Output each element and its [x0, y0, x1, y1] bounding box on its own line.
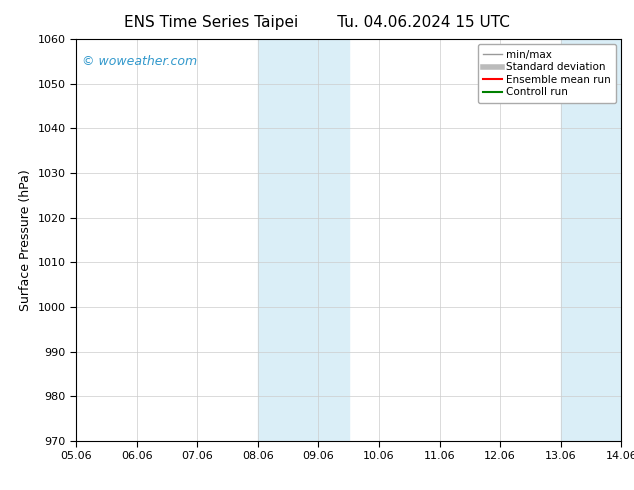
Y-axis label: Surface Pressure (hPa): Surface Pressure (hPa)	[19, 169, 32, 311]
Legend: min/max, Standard deviation, Ensemble mean run, Controll run: min/max, Standard deviation, Ensemble me…	[478, 45, 616, 102]
Bar	[591, 39, 621, 441]
Bar	[560, 39, 591, 441]
Bar	[288, 39, 349, 441]
Text: ENS Time Series Taipei        Tu. 04.06.2024 15 UTC: ENS Time Series Taipei Tu. 04.06.2024 15…	[124, 15, 510, 30]
Bar	[258, 39, 288, 441]
Text: © woweather.com: © woweather.com	[82, 55, 197, 68]
